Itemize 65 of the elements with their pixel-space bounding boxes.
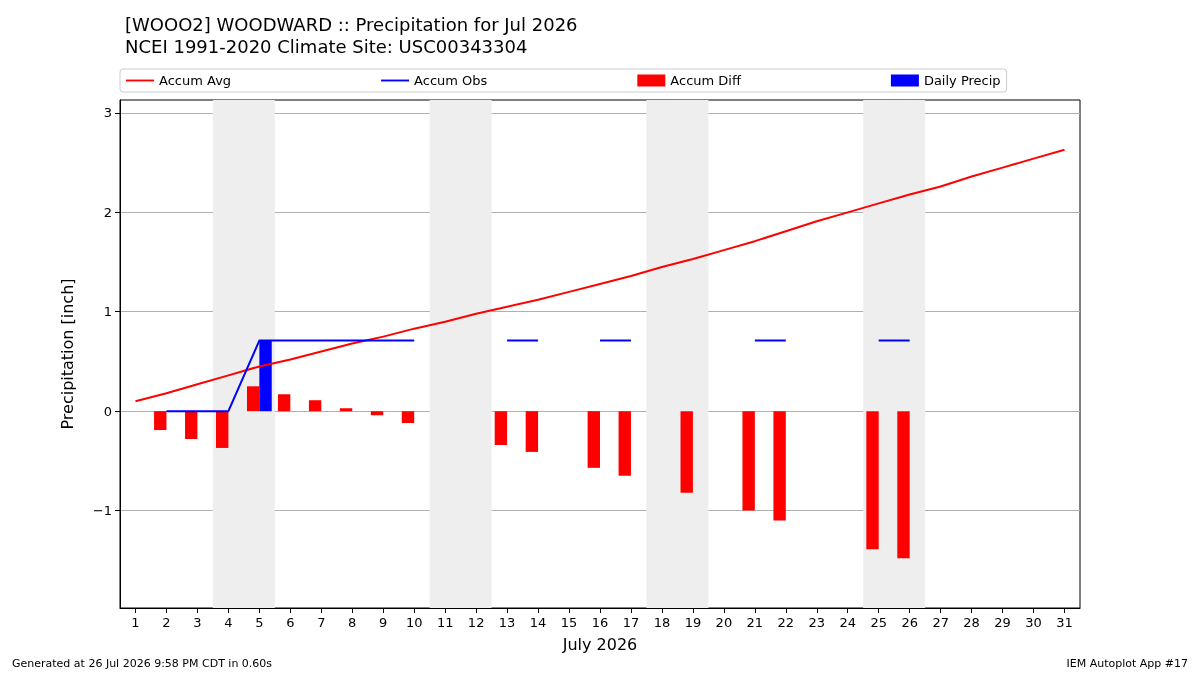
- x-tick-label: 6: [286, 615, 295, 630]
- bar: [742, 411, 755, 511]
- bar: [401, 411, 415, 424]
- bar: [618, 411, 631, 476]
- x-tick-label: 17: [622, 615, 640, 630]
- x-tick-label: 9: [379, 615, 388, 630]
- bar: [246, 386, 260, 412]
- x-tick-label: 10: [405, 615, 423, 630]
- bar: [897, 411, 910, 559]
- line-series: [134, 148, 1066, 403]
- x-tick-label: 11: [436, 615, 454, 630]
- x-tick-label: 22: [777, 615, 795, 630]
- y-tick-label: 3: [103, 105, 112, 121]
- x-tick-label: 3: [193, 615, 202, 630]
- bar: [216, 411, 229, 448]
- y-tick-label: −1: [92, 503, 112, 519]
- x-tick-label: 8: [348, 615, 357, 630]
- legend-label: Accum Diff: [670, 73, 742, 88]
- y-tick-label: 2: [103, 204, 112, 220]
- bar: [773, 411, 786, 521]
- bar: [680, 411, 693, 493]
- chart-subtitle: NCEI 1991-2020 Climate Site: USC00343304: [125, 35, 528, 57]
- x-tick-label: 5: [255, 615, 264, 630]
- x-tick-label: 24: [839, 615, 857, 630]
- x-tick-label: 19: [684, 615, 702, 630]
- bar: [277, 394, 291, 412]
- x-tick-label: 21: [746, 615, 764, 630]
- y-tick-label: 1: [103, 304, 112, 320]
- x-tick-label: 1: [131, 615, 140, 630]
- bar: [154, 411, 167, 431]
- x-tick-label: 20: [715, 615, 733, 630]
- x-tick-label: 2: [162, 615, 171, 630]
- bar: [494, 411, 508, 445]
- chart-title: [WOOO2] WOODWARD :: Precipitation for Jul 2026: [125, 13, 578, 35]
- bar: [339, 408, 353, 412]
- bar: [185, 411, 198, 439]
- x-tick-label: 12: [467, 615, 485, 630]
- x-tick-label: 16: [591, 615, 609, 630]
- x-axis-title: July 2026: [561, 634, 638, 654]
- text: Generated at 26 Jul 2026 9:58 PM CDT in 0.60s: [12, 657, 273, 670]
- bar: [308, 400, 322, 412]
- bar: [866, 411, 879, 550]
- legend-label: Daily Precip: [923, 73, 1001, 88]
- legend-label: Accum Avg: [159, 73, 232, 88]
- x-tick-label: 31: [1056, 615, 1073, 630]
- y-axis-title: Precipitation [inch]: [57, 278, 77, 430]
- bar: [525, 411, 539, 452]
- y-tick-label: 0: [103, 403, 112, 419]
- x-tick-label: 14: [529, 615, 547, 630]
- legend-label: Accum Obs: [414, 73, 488, 88]
- x-tick-label: 26: [901, 615, 918, 630]
- x-tick-label: 25: [870, 615, 887, 630]
- x-tick-label: 29: [994, 615, 1011, 630]
- x-tick-label: 18: [653, 615, 671, 630]
- bar: [587, 411, 600, 468]
- x-tick-label: 30: [1025, 615, 1042, 630]
- text: IEM Autoplot App #17: [1066, 657, 1188, 670]
- x-tick-label: 28: [963, 615, 980, 630]
- x-tick-label: 4: [224, 615, 233, 630]
- bar: [370, 411, 384, 416]
- x-tick-label: 15: [560, 615, 578, 630]
- x-tick-label: 13: [498, 615, 516, 630]
- x-tick-label: 23: [808, 615, 826, 630]
- x-tick-label: 27: [932, 615, 949, 630]
- x-tick-label: 7: [317, 615, 326, 630]
